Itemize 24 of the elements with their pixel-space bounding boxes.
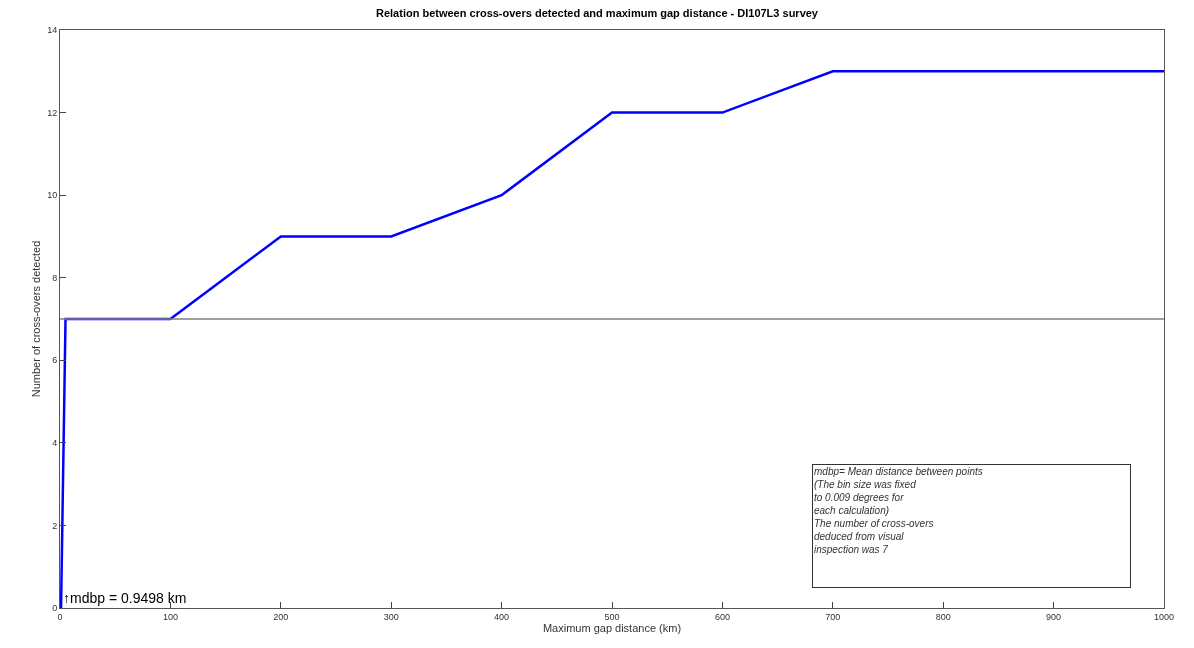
y-axis-title: Number of cross-overs detected xyxy=(29,240,42,398)
y-tick-label: 8 xyxy=(52,272,58,283)
x-tick-label: 700 xyxy=(825,611,841,622)
annotation: ↑mdbp = 0.9498 km xyxy=(63,590,187,606)
line-series xyxy=(60,70,1164,608)
y-tick-label: 10 xyxy=(47,190,58,201)
x-tick-label: 900 xyxy=(1046,611,1062,622)
y-tick-label: 2 xyxy=(52,520,58,531)
y-tick-label: 0 xyxy=(52,603,58,614)
x-axis-title: Maximum gap distance (km) xyxy=(542,621,682,634)
y-tick-label: 4 xyxy=(52,438,58,449)
annotation: mdbp= Mean distance between points (The bin size was fixed to 0.009 degrees for each calculation) The number of cross-overs deduced from visual inspection was 7 xyxy=(814,466,983,555)
chart-title: Relation between cross-overs detected and maximum gap distance - DI107L3 survey xyxy=(376,7,819,20)
x-tick-label: 1000 xyxy=(1153,611,1175,622)
x-tick-label: 100 xyxy=(162,611,178,622)
x-tick-label: 200 xyxy=(273,611,289,622)
y-tick-label: 6 xyxy=(52,355,58,366)
x-tick-label: 400 xyxy=(494,611,510,622)
x-tick-label: 300 xyxy=(383,611,399,622)
x-tick-label: 800 xyxy=(935,611,951,622)
y-tick-label: 12 xyxy=(47,107,58,118)
x-tick-label: 500 xyxy=(604,611,620,622)
y-tick-label: 14 xyxy=(47,25,58,36)
x-tick-label: 600 xyxy=(714,611,730,622)
